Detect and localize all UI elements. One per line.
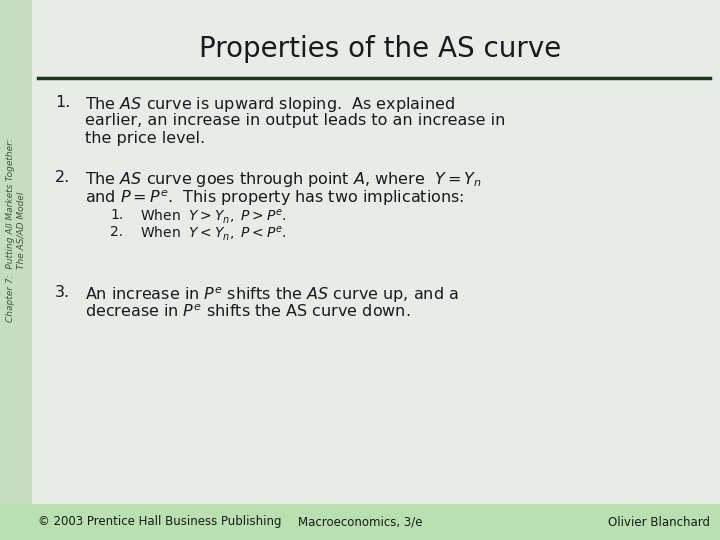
Text: 1.: 1.: [55, 95, 71, 110]
Text: When  $Y < Y_n,\ P < P^e$.: When $Y < Y_n,\ P < P^e$.: [140, 225, 287, 244]
Bar: [0, 0, 32, 540]
Text: the price level.: the price level.: [85, 131, 205, 146]
Text: The $\mathit{AS}$ curve is upward sloping.  As explained: The $\mathit{AS}$ curve is upward slopin…: [85, 95, 455, 114]
Text: When  $Y > Y_n,\ P > P^e$.: When $Y > Y_n,\ P > P^e$.: [140, 208, 287, 226]
Text: 2.: 2.: [55, 170, 71, 185]
Text: 3.: 3.: [55, 285, 70, 300]
Text: and $P = P^e$.  This property has two implications:: and $P = P^e$. This property has two imp…: [85, 188, 464, 207]
Bar: [0, 504, 720, 540]
Text: Chapter 7:  Putting All Markets Together:
The AS/AD Model: Chapter 7: Putting All Markets Together:…: [6, 138, 26, 322]
Text: Macroeconomics, 3/e: Macroeconomics, 3/e: [298, 516, 422, 529]
Text: Properties of the AS curve: Properties of the AS curve: [199, 35, 561, 63]
Text: decrease in $P^e$ shifts the AS curve down.: decrease in $P^e$ shifts the AS curve do…: [85, 303, 410, 320]
Text: 1.: 1.: [110, 208, 123, 222]
Text: earlier, an increase in output leads to an increase in: earlier, an increase in output leads to …: [85, 113, 505, 128]
Text: An increase in $P^e$ shifts the $\mathit{AS}$ curve up, and a: An increase in $P^e$ shifts the $\mathit…: [85, 285, 459, 305]
Text: The $\mathit{AS}$ curve goes through point $\mathit{A}$, where  $Y = Y_n$: The $\mathit{AS}$ curve goes through poi…: [85, 170, 482, 189]
Text: © 2003 Prentice Hall Business Publishing: © 2003 Prentice Hall Business Publishing: [38, 516, 282, 529]
Text: Olivier Blanchard: Olivier Blanchard: [608, 516, 710, 529]
Text: 2.: 2.: [110, 225, 123, 239]
